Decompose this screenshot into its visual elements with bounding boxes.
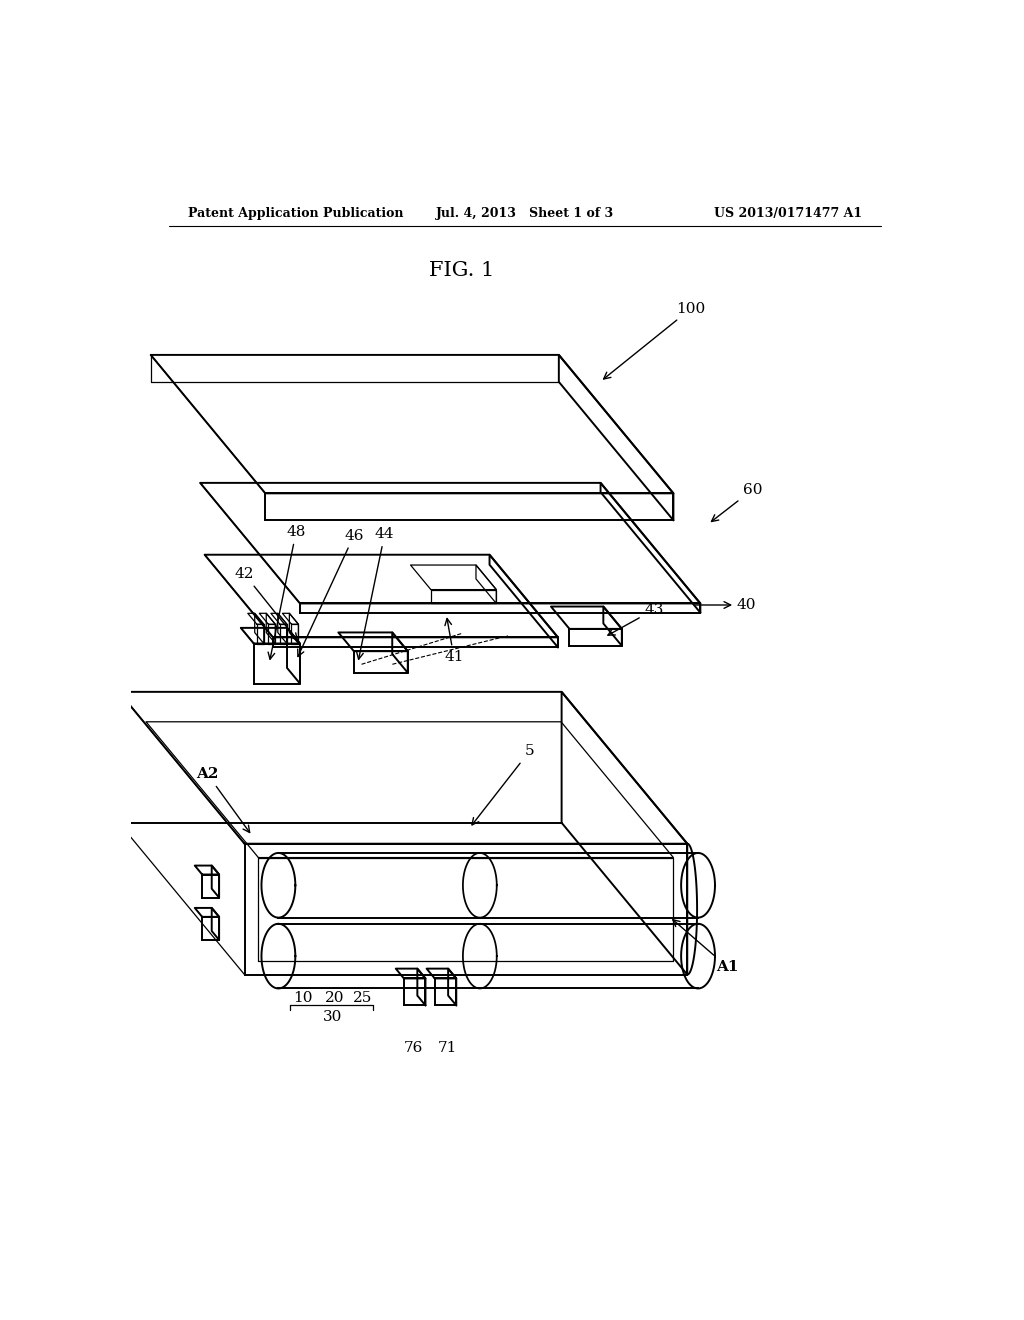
Text: A2: A2 [197, 767, 250, 833]
Text: A1: A1 [673, 920, 738, 974]
Text: 25: 25 [353, 991, 373, 1005]
Text: US 2013/0171477 A1: US 2013/0171477 A1 [714, 207, 862, 220]
Text: 48: 48 [268, 525, 306, 659]
Text: 100: 100 [603, 301, 706, 379]
Text: 76: 76 [404, 1040, 424, 1055]
Text: FIG. 1: FIG. 1 [429, 260, 495, 280]
Text: 71: 71 [438, 1040, 458, 1055]
Text: 41: 41 [444, 619, 464, 664]
Text: 43: 43 [608, 603, 664, 635]
Text: Patent Application Publication: Patent Application Publication [188, 207, 403, 220]
Text: Jul. 4, 2013   Sheet 1 of 3: Jul. 4, 2013 Sheet 1 of 3 [436, 207, 613, 220]
Text: 30: 30 [323, 1010, 342, 1024]
Text: 46: 46 [298, 529, 364, 656]
Text: 20: 20 [325, 991, 344, 1005]
Text: 44: 44 [356, 527, 394, 659]
Text: 60: 60 [712, 483, 763, 521]
Text: 42: 42 [234, 568, 297, 640]
Text: 40: 40 [737, 598, 757, 612]
Text: 10: 10 [293, 991, 312, 1005]
Text: 5: 5 [472, 744, 535, 825]
